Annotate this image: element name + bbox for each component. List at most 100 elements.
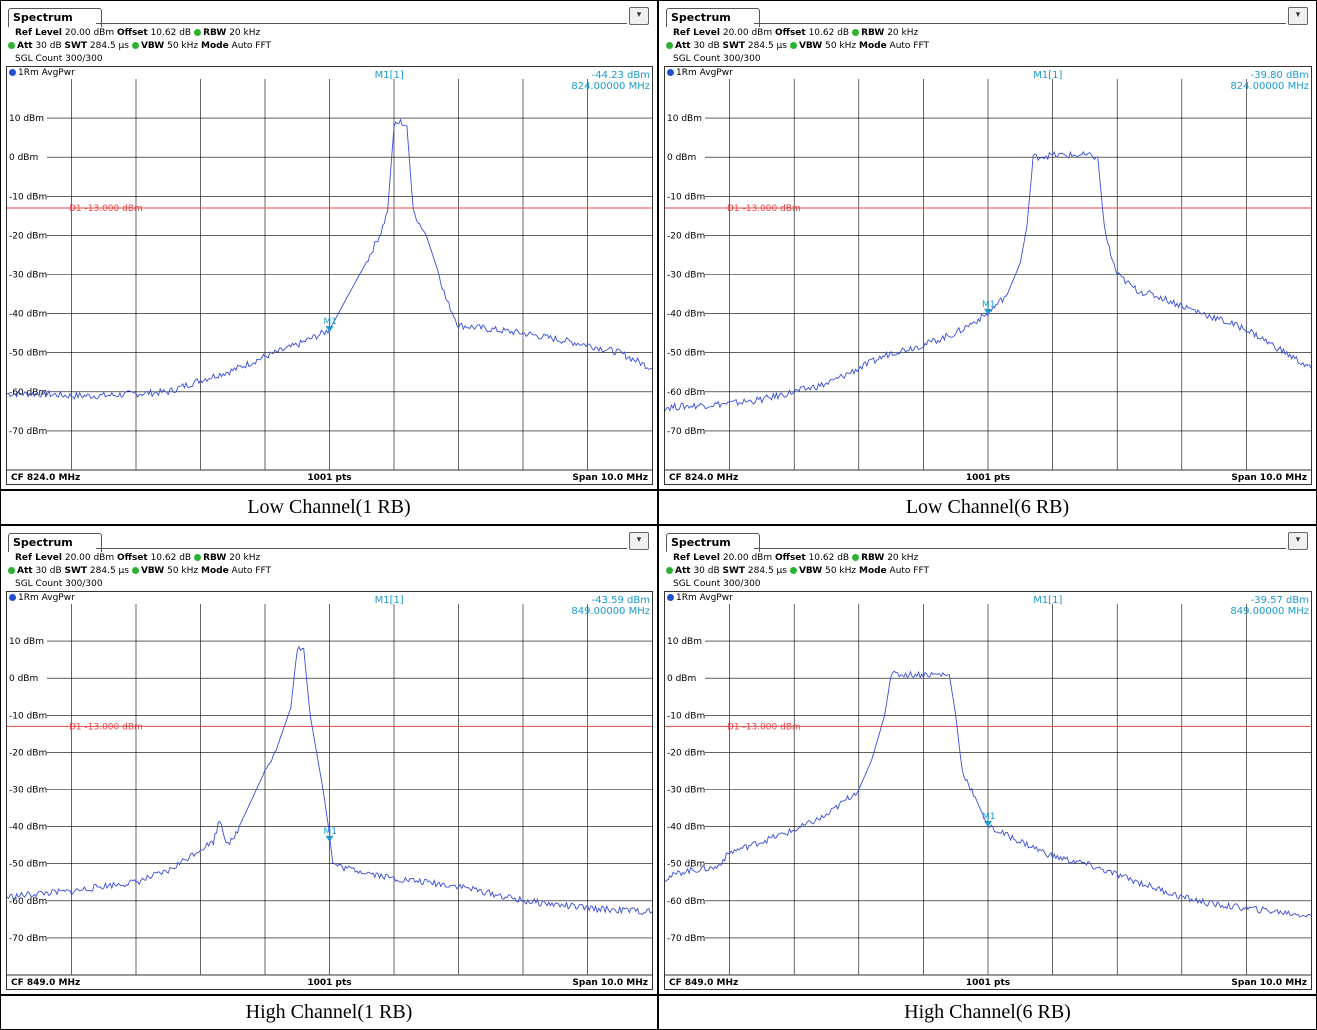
att-value: 30 dB bbox=[690, 41, 723, 51]
marker-readout-freq: 824.00000 MHz bbox=[1230, 81, 1309, 92]
sgl-count: SGL Count 300/300 bbox=[15, 54, 103, 64]
trace-label: 1Rm AvgPwr bbox=[9, 68, 75, 78]
offset-value: 10.62 dB bbox=[147, 553, 192, 563]
mode-label: Mode bbox=[200, 41, 229, 51]
mode-label: Mode bbox=[200, 566, 229, 576]
tab-underline bbox=[96, 23, 627, 24]
panel-caption: Low Channel(6 RB) bbox=[658, 490, 1317, 525]
offset-label: Offset bbox=[117, 28, 148, 38]
spectrum-tab[interactable]: Spectrum bbox=[8, 8, 102, 27]
span-label: Span 10.0 MHz bbox=[572, 473, 648, 483]
y-tick-label: -70 dBm bbox=[667, 934, 705, 944]
rbw-value: 20 kHz bbox=[226, 28, 261, 38]
panel-caption: High Channel(1 RB) bbox=[0, 995, 658, 1030]
display-config-button[interactable]: ▾ bbox=[629, 532, 649, 550]
rbw-label: RBW bbox=[203, 28, 227, 38]
ref-level-value: 20.00 dBm bbox=[61, 28, 117, 38]
swt-label: SWT bbox=[722, 566, 746, 576]
y-tick-label: -60 dBm bbox=[9, 897, 47, 907]
spectrum-svg: 10 dBm 0 dBm -10 dBm -20 dBm -30 dBm -40 dBm -… bbox=[665, 595, 1311, 976]
ref-level-label: Ref Level bbox=[15, 553, 62, 563]
settings-row-2: Att 30 dB SWT 284.5 µs VBW 50 kHz Mode Au… bbox=[5, 41, 271, 51]
marker-readout-value: -44.23 dBm bbox=[592, 70, 650, 81]
sgl-count: SGL Count 300/300 bbox=[673, 54, 761, 64]
spectrum-tab[interactable]: Spectrum bbox=[8, 533, 102, 552]
mode-value: Auto FFT bbox=[228, 41, 271, 51]
y-tick-label: -40 dBm bbox=[9, 310, 47, 320]
marker-triangle bbox=[325, 326, 334, 333]
sgl-count: SGL Count 300/300 bbox=[15, 579, 103, 589]
vbw-indicator-dot bbox=[131, 567, 139, 574]
y-tick-label: 0 dBm bbox=[667, 674, 696, 684]
plot-area: 1Rm AvgPwr 10 dBm 0 dBm -10 dBm -20 dBm -30 d… bbox=[6, 66, 653, 485]
plot-area: 1Rm AvgPwr 10 dBm 0 dBm -10 dBm -20 dBm -30 d… bbox=[664, 66, 1312, 485]
spectrum-tab[interactable]: Spectrum bbox=[666, 8, 760, 27]
settings-row-2: Att 30 dB SWT 284.5 µs VBW 50 kHz Mode Au… bbox=[5, 566, 271, 576]
att-label: Att bbox=[675, 41, 691, 51]
y-tick-label: -30 dBm bbox=[9, 786, 47, 796]
spectrum-svg: 10 dBm 0 dBm -10 dBm -20 dBm -30 dBm -40 dBm -… bbox=[7, 595, 652, 976]
y-tick-label: -20 dBm bbox=[667, 748, 705, 758]
vbw-indicator-dot bbox=[131, 42, 139, 49]
ref-level-label: Ref Level bbox=[673, 28, 720, 38]
panel-caption: High Channel(6 RB) bbox=[658, 995, 1317, 1030]
trace-label: 1Rm AvgPwr bbox=[667, 593, 733, 603]
limit-line-label: D1 -13.000 dBm bbox=[727, 204, 801, 214]
y-tick-label: 10 dBm bbox=[667, 637, 702, 647]
y-tick-label: 10 dBm bbox=[9, 114, 44, 124]
att-indicator-dot bbox=[8, 42, 15, 49]
offset-label: Offset bbox=[775, 553, 806, 563]
trace-name: 1Rm AvgPwr bbox=[676, 68, 733, 78]
display-config-button[interactable]: ▾ bbox=[1288, 7, 1308, 25]
marker-readout-label: M1[1] bbox=[375, 595, 404, 606]
mode-value: Auto FFT bbox=[886, 41, 929, 51]
y-tick-label: -30 dBm bbox=[667, 786, 705, 796]
offset-value: 10.62 dB bbox=[147, 28, 192, 38]
rbw-label: RBW bbox=[861, 28, 885, 38]
att-value: 30 dB bbox=[32, 41, 65, 51]
y-tick-label: 10 dBm bbox=[667, 114, 702, 124]
y-tick-label: -60 dBm bbox=[667, 388, 705, 398]
rbw-indicator-dot bbox=[852, 29, 860, 36]
swt-value: 284.5 µs bbox=[87, 41, 129, 51]
points-count: 1001 pts bbox=[307, 978, 352, 988]
y-tick-label: -70 dBm bbox=[9, 427, 47, 437]
spectrum-svg: 10 dBm 0 dBm -10 dBm -20 dBm -30 dBm -40 dBm -… bbox=[7, 70, 652, 471]
y-tick-label: -50 dBm bbox=[667, 349, 705, 359]
offset-label: Offset bbox=[117, 553, 148, 563]
swt-value: 284.5 µs bbox=[87, 566, 129, 576]
trace-name: 1Rm AvgPwr bbox=[18, 593, 75, 603]
y-tick-label: -50 dBm bbox=[667, 860, 705, 870]
offset-label: Offset bbox=[775, 28, 806, 38]
y-tick-label: -10 dBm bbox=[667, 192, 705, 202]
spectrum-tab[interactable]: Spectrum bbox=[666, 533, 760, 552]
y-tick-label: -10 dBm bbox=[667, 711, 705, 721]
y-tick-label: -20 dBm bbox=[9, 231, 47, 241]
vbw-label: VBW bbox=[798, 41, 823, 51]
marker-readout-freq: 849.00000 MHz bbox=[571, 606, 650, 617]
points-count: 1001 pts bbox=[965, 978, 1011, 988]
display-config-button[interactable]: ▾ bbox=[629, 7, 649, 25]
marker-triangle bbox=[325, 835, 334, 842]
points-count: 1001 pts bbox=[307, 473, 352, 483]
y-tick-label: -50 dBm bbox=[9, 349, 47, 359]
y-tick-label: -20 dBm bbox=[9, 748, 47, 758]
mode-value: Auto FFT bbox=[228, 566, 271, 576]
swt-value: 284.5 µs bbox=[745, 41, 787, 51]
rbw-indicator-dot bbox=[194, 554, 202, 561]
plot-area: 1Rm AvgPwr 10 dBm 0 dBm -10 dBm -20 dBm -30 d… bbox=[6, 591, 653, 990]
vbw-label: VBW bbox=[140, 41, 165, 51]
span-label: Span 10.0 MHz bbox=[1231, 978, 1307, 988]
marker-readout-label: M1[1] bbox=[375, 70, 404, 81]
settings-row-1: Ref Level 20.00 dBm Offset 10.62 dB RBW 2… bbox=[673, 28, 918, 38]
trace-name: 1Rm AvgPwr bbox=[18, 68, 75, 78]
mode-label: Mode bbox=[858, 566, 887, 576]
display-config-button[interactable]: ▾ bbox=[1288, 532, 1308, 550]
ref-level-value: 20.00 dBm bbox=[61, 553, 117, 563]
spectrum-panel: Spectrum ▾ Ref Level 20.00 dBm Offset 10.6… bbox=[0, 0, 658, 490]
rbw-indicator-dot bbox=[852, 554, 860, 561]
y-tick-label: -40 dBm bbox=[667, 823, 705, 833]
offset-value: 10.62 dB bbox=[805, 28, 850, 38]
y-tick-label: -60 dBm bbox=[9, 388, 47, 398]
